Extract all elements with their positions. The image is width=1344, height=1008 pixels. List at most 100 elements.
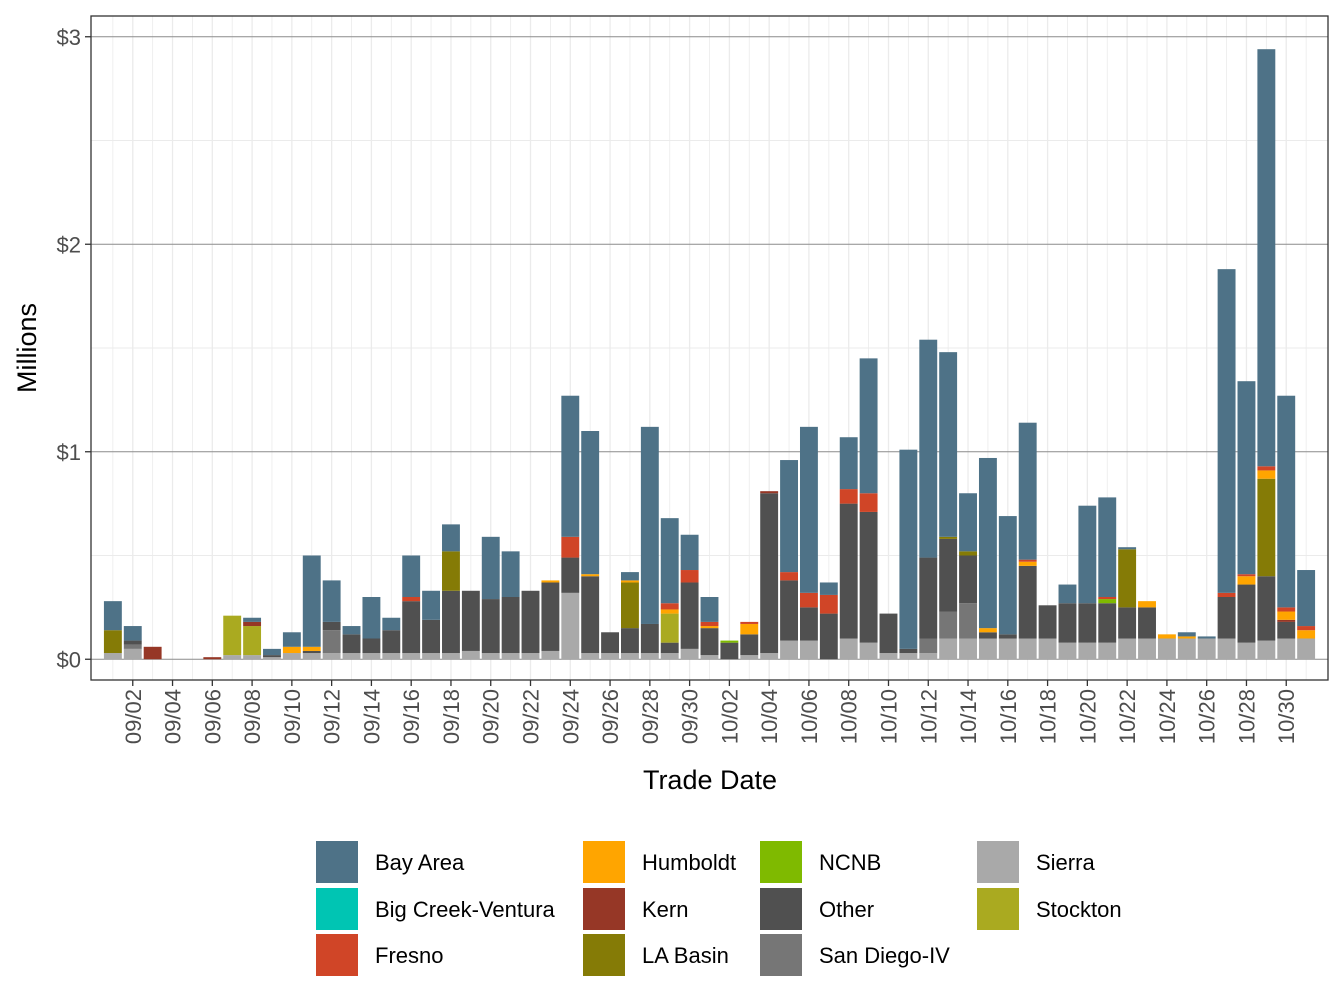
bar-sierra-09-29 (660, 653, 679, 660)
bar-other-10-15 (978, 632, 997, 639)
bar-sierra-09-11 (302, 653, 321, 660)
x-tick-label: 10/18 (1036, 689, 1061, 744)
bar-bay-area-09-18 (442, 524, 460, 552)
bar-sierra-09-07 (223, 655, 242, 660)
bar-fresno-09-16 (402, 597, 421, 602)
bar-san-diego-iv-09-12 (322, 630, 341, 654)
bar-humboldt-09-23 (541, 580, 560, 583)
bar-sierra-09-14 (362, 653, 381, 660)
bar-bay-area-09-29 (660, 518, 679, 604)
bar-other-09-30 (680, 582, 699, 649)
bar-other-09-15 (382, 630, 401, 654)
bar-sierra-10-19 (1058, 642, 1077, 660)
x-tick-label: 09/08 (240, 689, 265, 744)
legend-label-bay-area: Bay Area (375, 850, 465, 875)
bar-other-10-19 (1058, 603, 1077, 643)
bar-bay-area-09-11 (302, 555, 321, 647)
bar-other-10-03 (740, 634, 759, 656)
x-tick-label: 09/06 (200, 689, 225, 744)
legend-key-humboldt (583, 841, 625, 883)
legend-label-san-diego-iv: San Diego-IV (819, 943, 950, 968)
bar-bay-area-10-19 (1058, 584, 1077, 604)
x-tick-label: 10/12 (916, 689, 941, 744)
bar-sierra-10-09 (859, 642, 878, 660)
bar-fresno-09-29 (660, 603, 679, 610)
bar-sierra-10-17 (1018, 638, 1037, 660)
bar-humboldt-10-29 (1257, 470, 1276, 479)
bar-sierra-10-18 (1038, 638, 1057, 660)
bar-bay-area-10-20 (1078, 505, 1097, 604)
bar-sierra-09-12 (322, 653, 341, 660)
bar-fresno-10-03 (740, 621, 759, 624)
x-tick-label: 09/20 (479, 689, 504, 744)
bar-ncnb-10-02 (720, 640, 739, 643)
bar-bay-area-10-28 (1237, 381, 1256, 575)
legend-key-fresno (316, 934, 358, 976)
bar-bay-area-10-09 (859, 358, 878, 494)
bar-other-10-14 (959, 555, 977, 604)
bar-bay-area-09-15 (382, 617, 401, 631)
y-tick-label: $0 (57, 647, 81, 672)
legend-key-stockton (977, 888, 1019, 930)
bar-bay-area-10-16 (998, 516, 1017, 635)
legend-label-ncnb: NCNB (819, 850, 881, 875)
bar-other-10-23 (1138, 607, 1156, 639)
bar-stockton-09-07 (223, 615, 242, 656)
bar-fresno-10-17 (1018, 559, 1037, 562)
bar-sierra-10-08 (839, 638, 858, 660)
legend-key-ncnb (760, 841, 802, 883)
x-axis-title: Trade Date (643, 765, 777, 795)
bar-bay-area-09-14 (362, 597, 381, 639)
legend-label-stockton: Stockton (1036, 897, 1122, 922)
bar-humboldt-10-03 (740, 623, 759, 635)
bar-sierra-10-23 (1138, 638, 1156, 660)
bar-other-09-25 (581, 576, 600, 654)
bar-sierra-09-23 (541, 650, 560, 660)
bar-sierra-10-03 (740, 655, 759, 660)
bar-bay-area-09-25 (581, 431, 600, 575)
bar-stockton-09-08 (243, 626, 262, 656)
x-tick-label: 10/08 (837, 689, 862, 744)
bar-bay-area-09-30 (680, 534, 699, 571)
x-tick-label: 09/04 (161, 689, 186, 744)
legend-label-la-basin: LA Basin (642, 943, 729, 968)
legend-key-other (760, 888, 802, 930)
legend-label-big-creek-ventura: Big Creek-Ventura (375, 897, 556, 922)
bar-other-09-19 (461, 590, 480, 651)
bar-sierra-10-20 (1078, 642, 1097, 660)
bar-sierra-10-11 (899, 653, 918, 660)
bar-sierra-09-13 (342, 653, 361, 660)
bar-bay-area-10-12 (919, 339, 938, 558)
bar-sierra-10-29 (1257, 640, 1276, 660)
bar-kern-09-06 (203, 657, 222, 660)
x-tick-label: 10/10 (876, 689, 901, 744)
bar-bay-area-10-07 (819, 582, 838, 595)
legend-label-humboldt: Humboldt (642, 850, 736, 875)
x-tick-label: 10/06 (797, 689, 822, 744)
x-tick-label: 09/26 (598, 689, 623, 744)
bar-humboldt-09-10 (282, 646, 301, 654)
bar-fresno-10-01 (700, 621, 719, 627)
bar-bay-area-09-09 (263, 648, 281, 656)
bar-bay-area-10-31 (1297, 570, 1316, 627)
legend-key-la-basin (583, 934, 625, 976)
y-axis: $0 $1 $2 $3 (57, 25, 91, 672)
bar-other-10-22 (1118, 607, 1137, 639)
bar-sierra-09-08 (243, 655, 262, 660)
x-tick-label: 09/24 (558, 689, 583, 744)
bar-other-10-01 (700, 628, 719, 656)
bar-bay-area-09-17 (422, 590, 441, 620)
x-tick-label: 10/26 (1195, 689, 1220, 744)
bar-bay-area-10-01 (700, 597, 719, 622)
bar-humboldt-10-28 (1237, 576, 1256, 585)
bar-fresno-10-05 (780, 572, 798, 581)
bar-la-basin-10-14 (959, 551, 977, 556)
bar-humboldt-10-15 (978, 628, 997, 633)
bar-kern-09-03 (143, 646, 162, 660)
bar-sierra-10-16 (998, 638, 1017, 660)
bar-humboldt-10-31 (1297, 630, 1316, 639)
bar-humboldt-09-11 (302, 646, 321, 651)
bar-sierra-10-05 (780, 640, 798, 660)
